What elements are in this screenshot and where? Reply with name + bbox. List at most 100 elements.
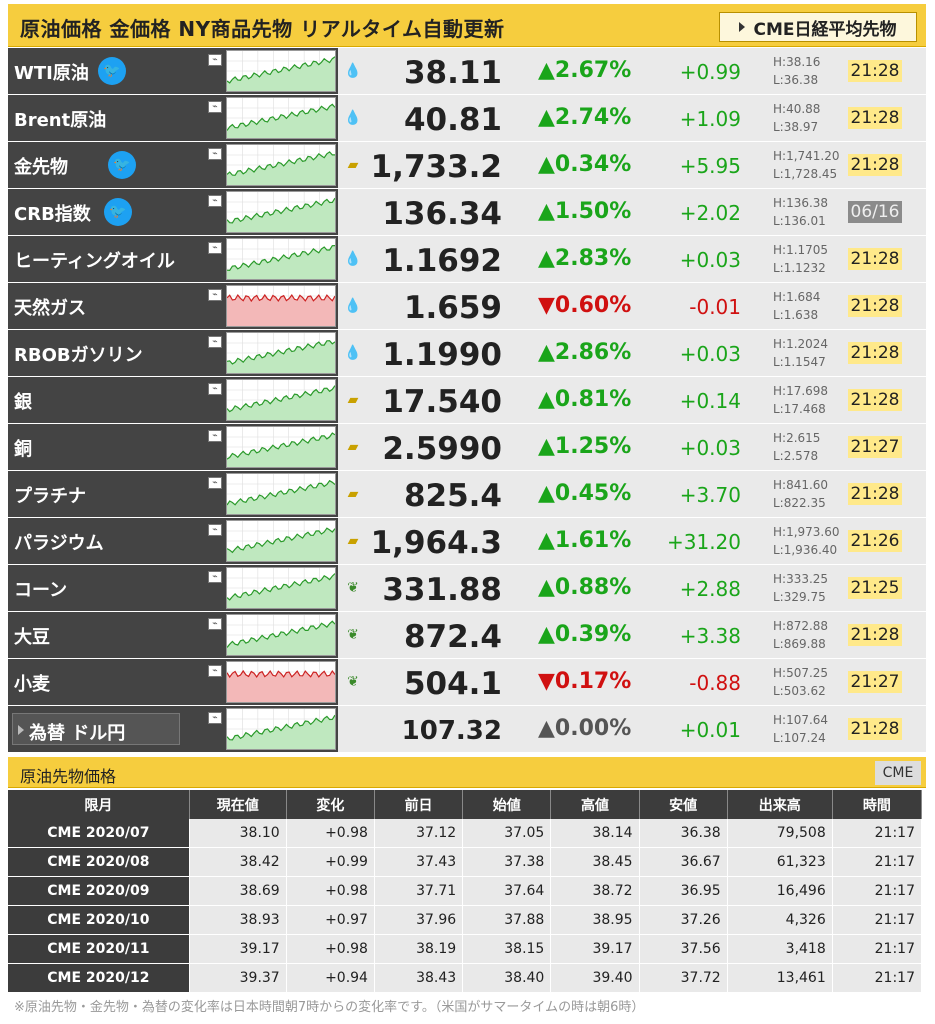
gold-bar-icon: ▰: [347, 439, 359, 455]
high-value: H:40.88: [773, 102, 821, 116]
futures-cell: +0.99: [286, 848, 375, 877]
oil-drop-icon: 💧: [344, 110, 362, 126]
sparkline-chart[interactable]: [226, 97, 336, 139]
fx-name: 為替 ドル円: [29, 723, 126, 744]
percent-change: ▲0.81%: [538, 387, 632, 412]
commodity-name-cell[interactable]: 銅: [8, 424, 208, 470]
commodity-name-cell[interactable]: 小麦: [8, 659, 208, 705]
high-low: H:507.25 L:503.62: [773, 664, 828, 700]
high-low: H:136.38 L:136.01: [773, 194, 828, 230]
high-low: H:1.2024 L:1.1547: [773, 335, 828, 371]
sparkline-chart[interactable]: [226, 661, 336, 703]
futures-cell: 39.17: [551, 935, 640, 964]
update-time: 06/16: [848, 201, 902, 223]
twitter-icon[interactable]: 🐦: [104, 198, 132, 226]
commodity-name-cell[interactable]: Brent原油: [8, 95, 208, 141]
chart-cell: ⌁: [208, 612, 338, 658]
commodity-row: 小麦 ⌁ ❦ 504.1 ▼0.17% -0.88 H:507.25 L:503…: [8, 659, 926, 706]
sparkline-chart[interactable]: [226, 285, 336, 327]
futures-cell: 21:17: [832, 935, 922, 964]
cme-button[interactable]: CME: [875, 761, 921, 785]
futures-table: 限月 現在値 変化 前日 始値 高値 安値 出来高 時間 CME 2020/07 38.10 +0.…: [8, 790, 922, 993]
commodity-name-cell[interactable]: ヒーティングオイル: [8, 236, 208, 282]
price-value: 1,964.3: [370, 525, 502, 561]
high-value: H:1.1705: [773, 243, 829, 257]
price-value: 504.1: [403, 666, 502, 702]
sparkline-chart[interactable]: [226, 379, 336, 421]
futures-section-header: 原油先物価格 CME: [8, 757, 926, 788]
sparkline-chart[interactable]: [226, 426, 336, 468]
futures-cell: 16,496: [727, 877, 833, 906]
futures-col-header: 時間: [832, 790, 922, 819]
chart-cell: ⌁: [208, 142, 338, 188]
commodity-name-cell[interactable]: コーン: [8, 565, 208, 611]
twitter-icon[interactable]: 🐦: [108, 151, 136, 179]
percent-change: ▲2.86%: [538, 340, 632, 365]
commodity-name: WTI原油: [14, 63, 89, 84]
sparkline-chart[interactable]: [226, 50, 336, 92]
chart-cell: ⌁: [208, 236, 338, 282]
futures-cell: 37.96: [374, 906, 464, 935]
chart-toggle-icon[interactable]: ⌁: [208, 712, 222, 724]
chart-toggle-icon[interactable]: ⌁: [208, 195, 222, 207]
chart-toggle-icon[interactable]: ⌁: [208, 571, 222, 583]
sparkline-chart[interactable]: [226, 708, 336, 750]
high-value: H:1.684: [773, 290, 821, 304]
change-value: +1.09: [679, 107, 741, 131]
price-value: 38.11: [403, 55, 502, 91]
sparkline-chart[interactable]: [226, 191, 336, 233]
sparkline-chart[interactable]: [226, 520, 336, 562]
sparkline-chart[interactable]: [226, 238, 336, 280]
commodity-name-cell[interactable]: RBOBガソリン: [8, 330, 208, 376]
expand-arrow-icon: [18, 725, 24, 735]
commodity-name-cell[interactable]: 金先物 🐦: [8, 142, 208, 188]
low-value: L:1,728.45: [773, 167, 838, 181]
oil-drop-icon: 💧: [344, 298, 362, 314]
futures-cell: +0.98: [286, 935, 375, 964]
futures-cell: 38.43: [374, 964, 464, 993]
commodity-name-cell[interactable]: WTI原油 🐦: [8, 48, 208, 94]
chart-toggle-icon[interactable]: ⌁: [208, 101, 222, 113]
sparkline-chart[interactable]: [226, 567, 336, 609]
nikkei-futures-button[interactable]: CME日経平均先物: [719, 12, 917, 42]
change-value: +3.38: [679, 624, 741, 648]
sparkline-chart[interactable]: [226, 614, 336, 656]
chart-toggle-icon[interactable]: ⌁: [208, 383, 222, 395]
commodity-name: プラチナ: [14, 486, 86, 507]
sparkline-chart[interactable]: [226, 473, 336, 515]
futures-cell: 37.64: [463, 877, 552, 906]
commodity-name-cell[interactable]: 大豆: [8, 612, 208, 658]
commodity-name-cell[interactable]: プラチナ: [8, 471, 208, 517]
chart-toggle-icon[interactable]: ⌁: [208, 430, 222, 442]
price-value: 107.32: [401, 716, 502, 746]
contract-month: CME 2020/12: [8, 964, 190, 993]
percent-change: ▼0.17%: [538, 669, 632, 694]
chart-toggle-icon[interactable]: ⌁: [208, 477, 222, 489]
chart-toggle-icon[interactable]: ⌁: [208, 289, 222, 301]
commodity-name-cell[interactable]: CRB指数 🐦: [8, 189, 208, 235]
chart-toggle-icon[interactable]: ⌁: [208, 148, 222, 160]
chart-toggle-icon[interactable]: ⌁: [208, 242, 222, 254]
futures-cell: 37.05: [463, 819, 552, 848]
commodity-name-cell[interactable]: 天然ガス: [8, 283, 208, 329]
update-time: 21:26: [848, 530, 902, 552]
chart-toggle-icon[interactable]: ⌁: [208, 665, 222, 677]
chart-toggle-icon[interactable]: ⌁: [208, 54, 222, 66]
change-value: +0.99: [679, 60, 741, 84]
futures-col-header: 現在値: [189, 790, 287, 819]
chart-toggle-icon[interactable]: ⌁: [208, 524, 222, 536]
chart-toggle-icon[interactable]: ⌁: [208, 618, 222, 630]
futures-table-header: 限月 現在値 変化 前日 始値 高値 安値 出来高 時間: [8, 790, 922, 819]
sparkline-chart[interactable]: [226, 332, 336, 374]
low-value: L:1,936.40: [773, 543, 838, 557]
commodity-name-cell[interactable]: パラジウム: [8, 518, 208, 564]
twitter-icon[interactable]: 🐦: [98, 57, 126, 85]
chart-cell: ⌁: [208, 48, 338, 94]
update-time: 21:28: [848, 624, 902, 646]
sparkline-chart[interactable]: [226, 144, 336, 186]
fx-toggle-button[interactable]: 為替 ドル円: [12, 713, 180, 745]
commodity-name: コーン: [14, 580, 68, 601]
chart-toggle-icon[interactable]: ⌁: [208, 336, 222, 348]
futures-cell: 37.26: [639, 906, 728, 935]
commodity-name-cell[interactable]: 銀: [8, 377, 208, 423]
